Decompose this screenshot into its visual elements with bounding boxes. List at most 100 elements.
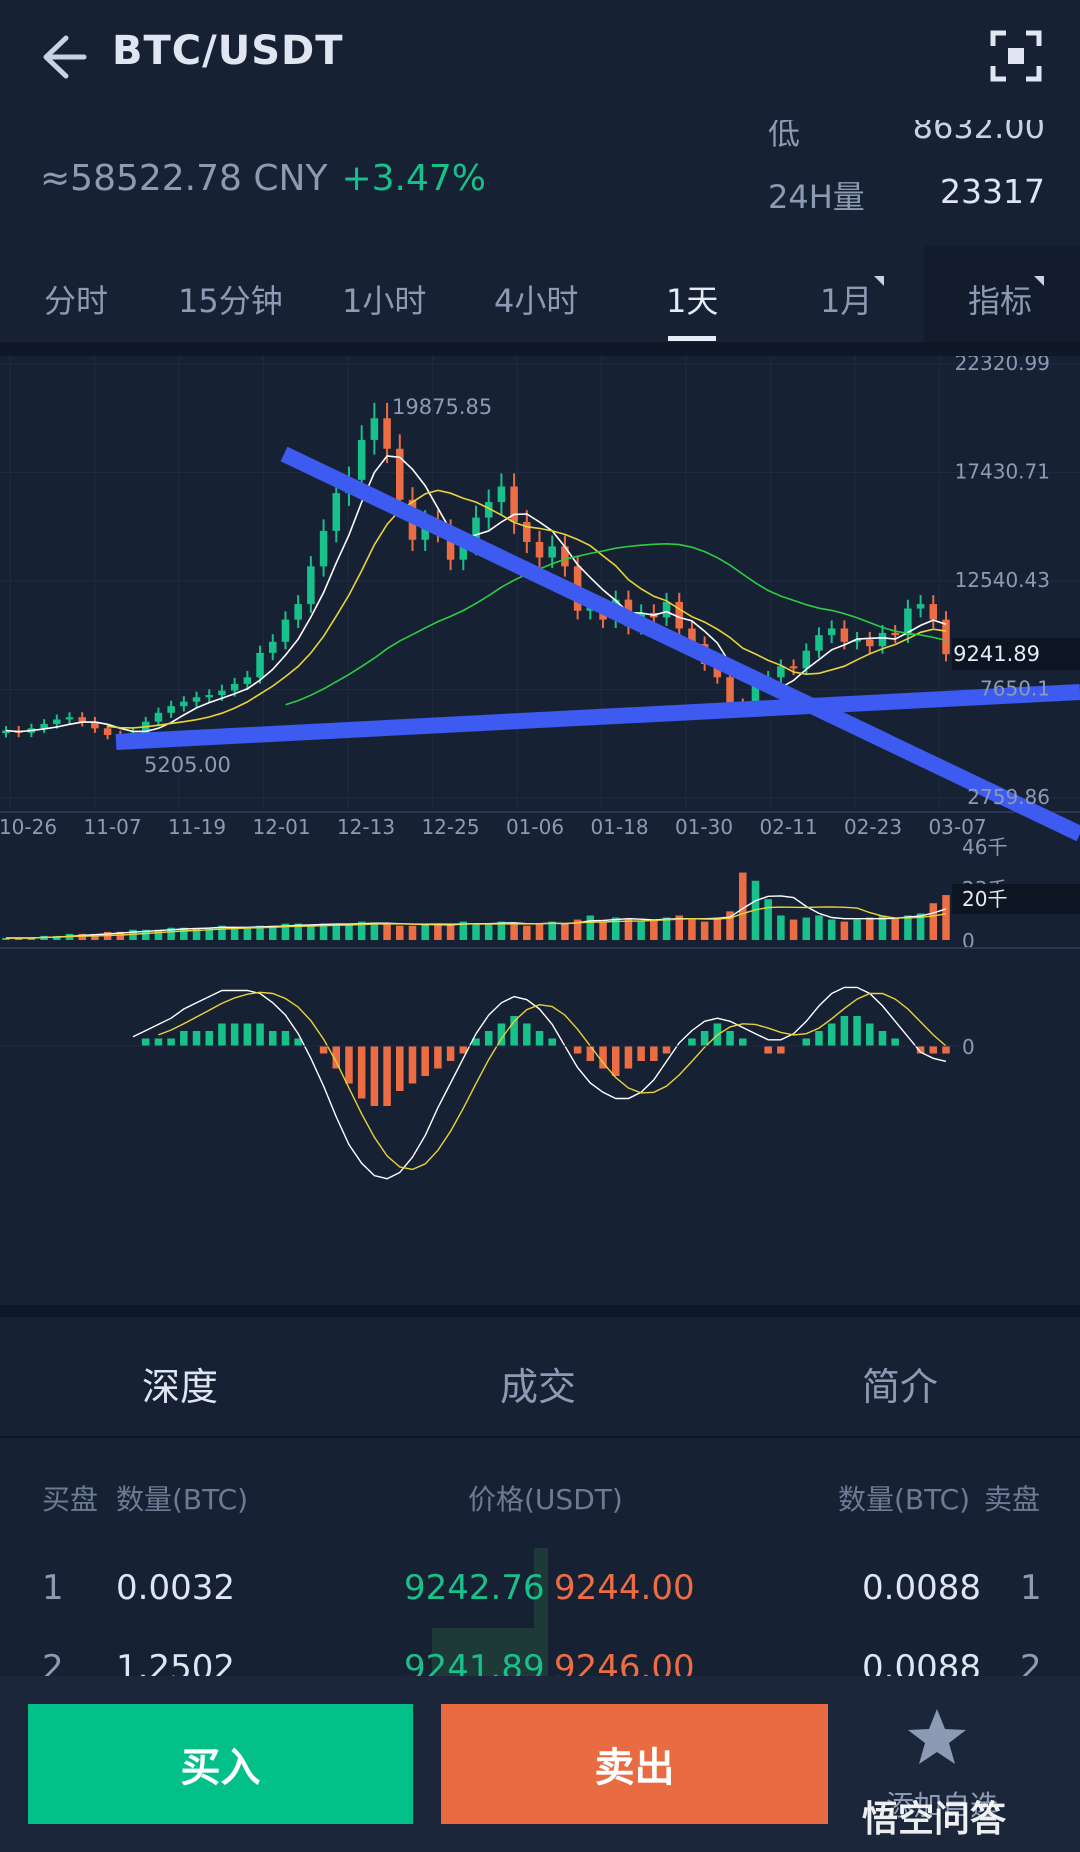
candle [2,730,10,734]
active-tab-indicator [668,336,716,341]
macd-bar [586,1046,595,1061]
tab-1hour[interactable]: 1小时 [342,282,427,320]
macd-line [132,986,947,1180]
ma-line-5 [5,455,947,733]
ask-qty: 0.0088 [862,1568,981,1608]
price-cny-value: ≈58522.78 CNY [40,158,328,199]
macd-bar [815,1031,823,1046]
candle [230,683,239,691]
sell-button[interactable]: 卖出 [441,1704,828,1824]
date-label: 01-06 [506,815,564,839]
volume-bar [243,927,252,940]
top-bar [0,0,1080,110]
macd-bar [738,1038,747,1046]
date-label: 03-07 [928,815,986,839]
volume-bar [586,915,595,940]
tab-trades[interactable]: 成交 [500,1365,577,1409]
header-ask-qty: 数量(BTC) [838,1483,971,1516]
macd-bar [929,1046,938,1054]
volume-bar [675,915,684,940]
macd-bar [624,1046,633,1069]
tab-1day[interactable]: 1天 [666,282,719,320]
row-index: 1 [1020,1568,1042,1608]
ask-price[interactable]: 9244.00 [554,1568,695,1608]
macd-bar [472,1038,480,1046]
macd-bar [154,1038,163,1046]
candle [866,639,874,647]
candle [472,517,480,545]
candles [2,402,950,744]
candle [751,683,760,707]
date-label: 12-13 [337,815,395,839]
volume-bar [510,923,518,940]
volume-bar [827,919,836,940]
candle [827,628,836,636]
pair-title: BTC/USDT [112,28,344,74]
candle [929,604,938,620]
volume-bar [421,923,429,940]
tab-intro[interactable]: 简介 [862,1365,939,1409]
macd-bar [205,1031,214,1046]
star-icon[interactable] [906,1706,968,1768]
volume-bar [611,917,620,940]
candle [332,493,341,531]
candle [65,717,74,720]
arrow-left-icon[interactable] [36,30,90,84]
candle [268,641,277,653]
macd-bar [357,1046,366,1099]
tab-4hour[interactable]: 4小时 [494,282,579,320]
tab-1month[interactable]: 1月 [820,276,885,322]
macd-bar [662,1046,671,1054]
candle [726,677,734,704]
candle [840,628,849,642]
macd-bar [332,1046,341,1069]
divider [0,342,1080,356]
macd-bar [421,1046,429,1076]
volume-bar [573,919,582,940]
scan-frame-icon[interactable] [990,30,1042,82]
macd-bar [650,1046,658,1061]
tab-indicator[interactable]: 指标 [968,276,1045,322]
bid-price[interactable]: 9242.76 [404,1568,545,1608]
volume-axis-label: 46千 [962,835,1007,859]
price-axis-label: 7650.1 [980,677,1050,701]
volume-bar [700,921,709,940]
add-favorite-label[interactable]: 添加自选 [886,1789,999,1822]
candle [243,677,252,684]
kline-chart[interactable]: 22320.99 17430.71 12540.43 7650.1 2759.86 924… [0,356,1080,1306]
header-bid: 买盘 [42,1483,99,1516]
macd-bar [891,1038,899,1046]
volume-bar [916,913,925,940]
volume-bar [268,925,277,940]
candle [904,608,912,636]
tab-depth[interactable]: 深度 [142,1365,219,1409]
divider [0,1436,1080,1438]
macd-bar [777,1046,785,1054]
tab-15min[interactable]: 15分钟 [178,282,283,320]
macd-bar [268,1031,277,1046]
volume-bar [815,915,823,940]
macd-bar [180,1031,188,1046]
dropdown-corner-icon [1034,276,1045,286]
volume-bar [497,921,506,940]
price-change: +3.47% [341,158,486,199]
candle [396,448,404,500]
volume-bar [180,927,188,940]
volume-bar [27,937,36,940]
candle [421,521,429,540]
macd-bar [141,1038,150,1046]
volume-bar [2,937,10,940]
candle [319,530,328,567]
macd-bar [866,1023,874,1046]
volume-bar [599,921,607,940]
candle [154,712,163,722]
buy-button[interactable]: 买入 [28,1704,413,1824]
macd-bar [256,1023,264,1046]
macd-bar [243,1023,252,1046]
volume-bar [357,921,366,940]
price-cny: ≈58522.78 CNY +3.47% [40,158,486,199]
date-label: 12-01 [252,815,310,839]
tab-timeshare[interactable]: 分时 [44,282,109,320]
macd-bar [764,1046,772,1054]
divider [0,1305,1080,1317]
